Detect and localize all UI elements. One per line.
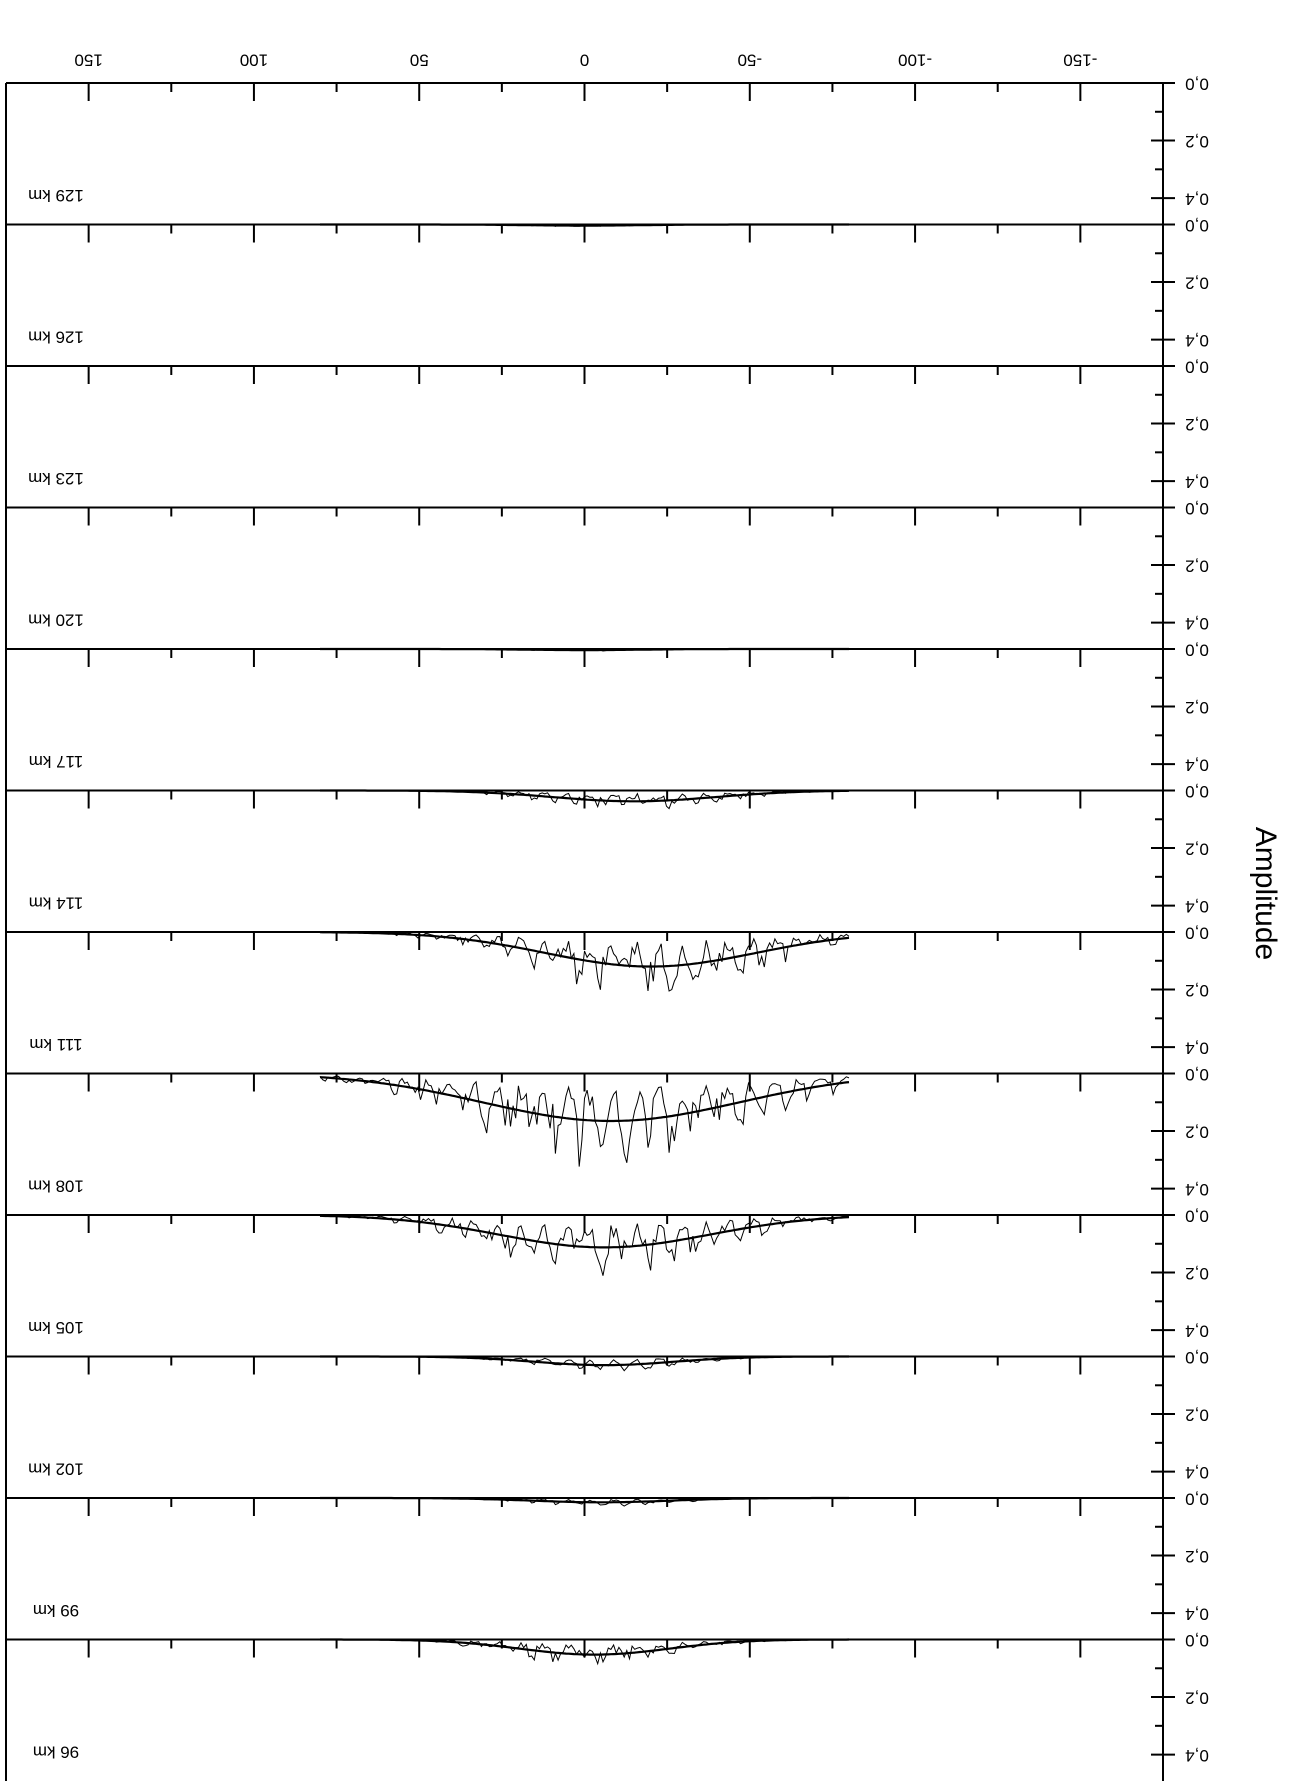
amp-tick-label: 0,4: [1185, 190, 1209, 209]
amp-tick-label: 0,2: [1185, 981, 1209, 1000]
amp-tick-label: 0,2: [1185, 1123, 1209, 1142]
amp-tick-label: 0,4: [1185, 473, 1209, 492]
panel-96-km: 0,0 0,2 0,4 96 km: [6, 1631, 1209, 1765]
x-tick-label: -150: [1063, 51, 1097, 70]
panel-126-km: 0,0 0,2 0,4 126 km: [6, 216, 1209, 350]
trace-model: [320, 789, 850, 803]
x-tick-label: 100: [240, 51, 268, 70]
amp-tick-label: 0,0: [1185, 1490, 1209, 1509]
trace-model: [320, 1355, 849, 1367]
x-tick-label: 150: [74, 51, 102, 70]
amp-tick-label: 0,0: [1185, 216, 1209, 235]
trace-model: [319, 1214, 850, 1249]
trace-model: [320, 223, 849, 227]
trace-measured: [319, 1214, 850, 1276]
x-tick-label: 0: [580, 51, 589, 70]
amp-tick-label: 0,2: [1185, 698, 1209, 717]
panel-111-km: 0,0 0,2 0,4 111 km: [6, 924, 1209, 1058]
amp-tick-label: 0,2: [1185, 1689, 1209, 1708]
trace-model: [319, 1076, 850, 1123]
amp-tick-label: 0,4: [1185, 1180, 1209, 1199]
trace-model: [320, 1638, 850, 1656]
panel-label: 117 km: [29, 752, 84, 771]
amp-tick-label: 0,0: [1185, 358, 1209, 377]
trace-model: [320, 1496, 849, 1504]
trace-measured: [319, 931, 850, 992]
panel-label: 126 km: [28, 328, 84, 347]
amp-tick-label: 0,0: [1185, 782, 1209, 801]
amp-tick-label: 0,4: [1185, 331, 1209, 350]
panel-120-km: 0,0 0,2 0,4 120 km: [6, 499, 1209, 633]
panel-123-km: 0,0 0,2 0,4 123 km: [6, 358, 1209, 492]
amp-tick-label: 0,4: [1185, 1039, 1209, 1058]
amp-tick-label: 0,2: [1185, 840, 1209, 859]
amp-tick-label: 0,0: [1185, 1348, 1209, 1367]
amp-tick-label: 0,2: [1185, 132, 1209, 151]
amp-tick-label: 0,0: [1185, 924, 1209, 943]
panel-label: 120 km: [28, 611, 84, 630]
amp-tick-label: 0,2: [1185, 1406, 1209, 1425]
amp-tick-label: 0,2: [1185, 1264, 1209, 1283]
amp-tick-label: 0,0: [1185, 75, 1209, 94]
panel-129-km: 0,0 0,2 0,4 129 km: [6, 75, 1209, 209]
x-tick-label: -100: [898, 51, 932, 70]
trace-measured: [319, 1075, 850, 1167]
amp-tick-label: 0,2: [1185, 557, 1209, 576]
rotated-plot-group: 0,0 0,2 0,4 96 km 0,0 0,2 0,4 99 km 0,0 0,2 0,4 102…: [5, 51, 1282, 1781]
amp-tick-label: 0,0: [1185, 641, 1209, 660]
panel-117-km: 0,0 0,2 0,4 117 km: [6, 641, 1209, 775]
panel-label: 129 km: [28, 186, 84, 205]
amp-tick-label: 0,0: [1185, 499, 1209, 518]
panel-label: 102 km: [28, 1460, 84, 1479]
amp-tick-label: 0,2: [1185, 274, 1209, 293]
amp-tick-label: 0,2: [1185, 1547, 1209, 1566]
panel-label: 111 km: [29, 1035, 82, 1054]
amp-tick-label: 0,0: [1185, 1631, 1209, 1650]
panel-102-km: 0,0 0,2 0,4 102 km: [6, 1348, 1209, 1482]
amp-tick-label: 0,4: [1185, 1605, 1209, 1624]
panel-label: 99 km: [33, 1601, 79, 1620]
panel-label: 108 km: [28, 1177, 84, 1196]
amp-tick-label: 0,0: [1185, 1065, 1209, 1084]
amp-tick-label: 0,4: [1185, 614, 1209, 633]
panel-label: 105 km: [28, 1318, 84, 1337]
amp-tick-label: 0,4: [1185, 1746, 1209, 1765]
panel-label: 96 km: [33, 1743, 79, 1762]
panel-99-km: 0,0 0,2 0,4 99 km: [6, 1490, 1209, 1624]
amplitude-axis-title: Amplitude: [1249, 827, 1282, 960]
panel-105-km: 0,0 0,2 0,4 105 km: [6, 1207, 1209, 1341]
trace-model: [319, 931, 850, 968]
amp-tick-label: 0,4: [1185, 1322, 1209, 1341]
trace-model: [320, 647, 849, 652]
amp-tick-label: 0,4: [1185, 756, 1209, 775]
amp-tick-label: 0,4: [1185, 897, 1209, 916]
panel-label: 123 km: [28, 469, 84, 488]
panel-label: 114 km: [29, 894, 84, 913]
amp-tick-label: 0,2: [1185, 415, 1209, 434]
panel-108-km: 0,0 0,2 0,4 108 km: [6, 1065, 1209, 1199]
amp-tick-label: 0,0: [1185, 1207, 1209, 1226]
x-tick-label: -50: [737, 51, 762, 70]
x-tick-label: 50: [410, 51, 429, 70]
panel-114-km: 0,0 0,2 0,4 114 km: [6, 782, 1209, 916]
amp-tick-label: 0,4: [1185, 1463, 1209, 1482]
